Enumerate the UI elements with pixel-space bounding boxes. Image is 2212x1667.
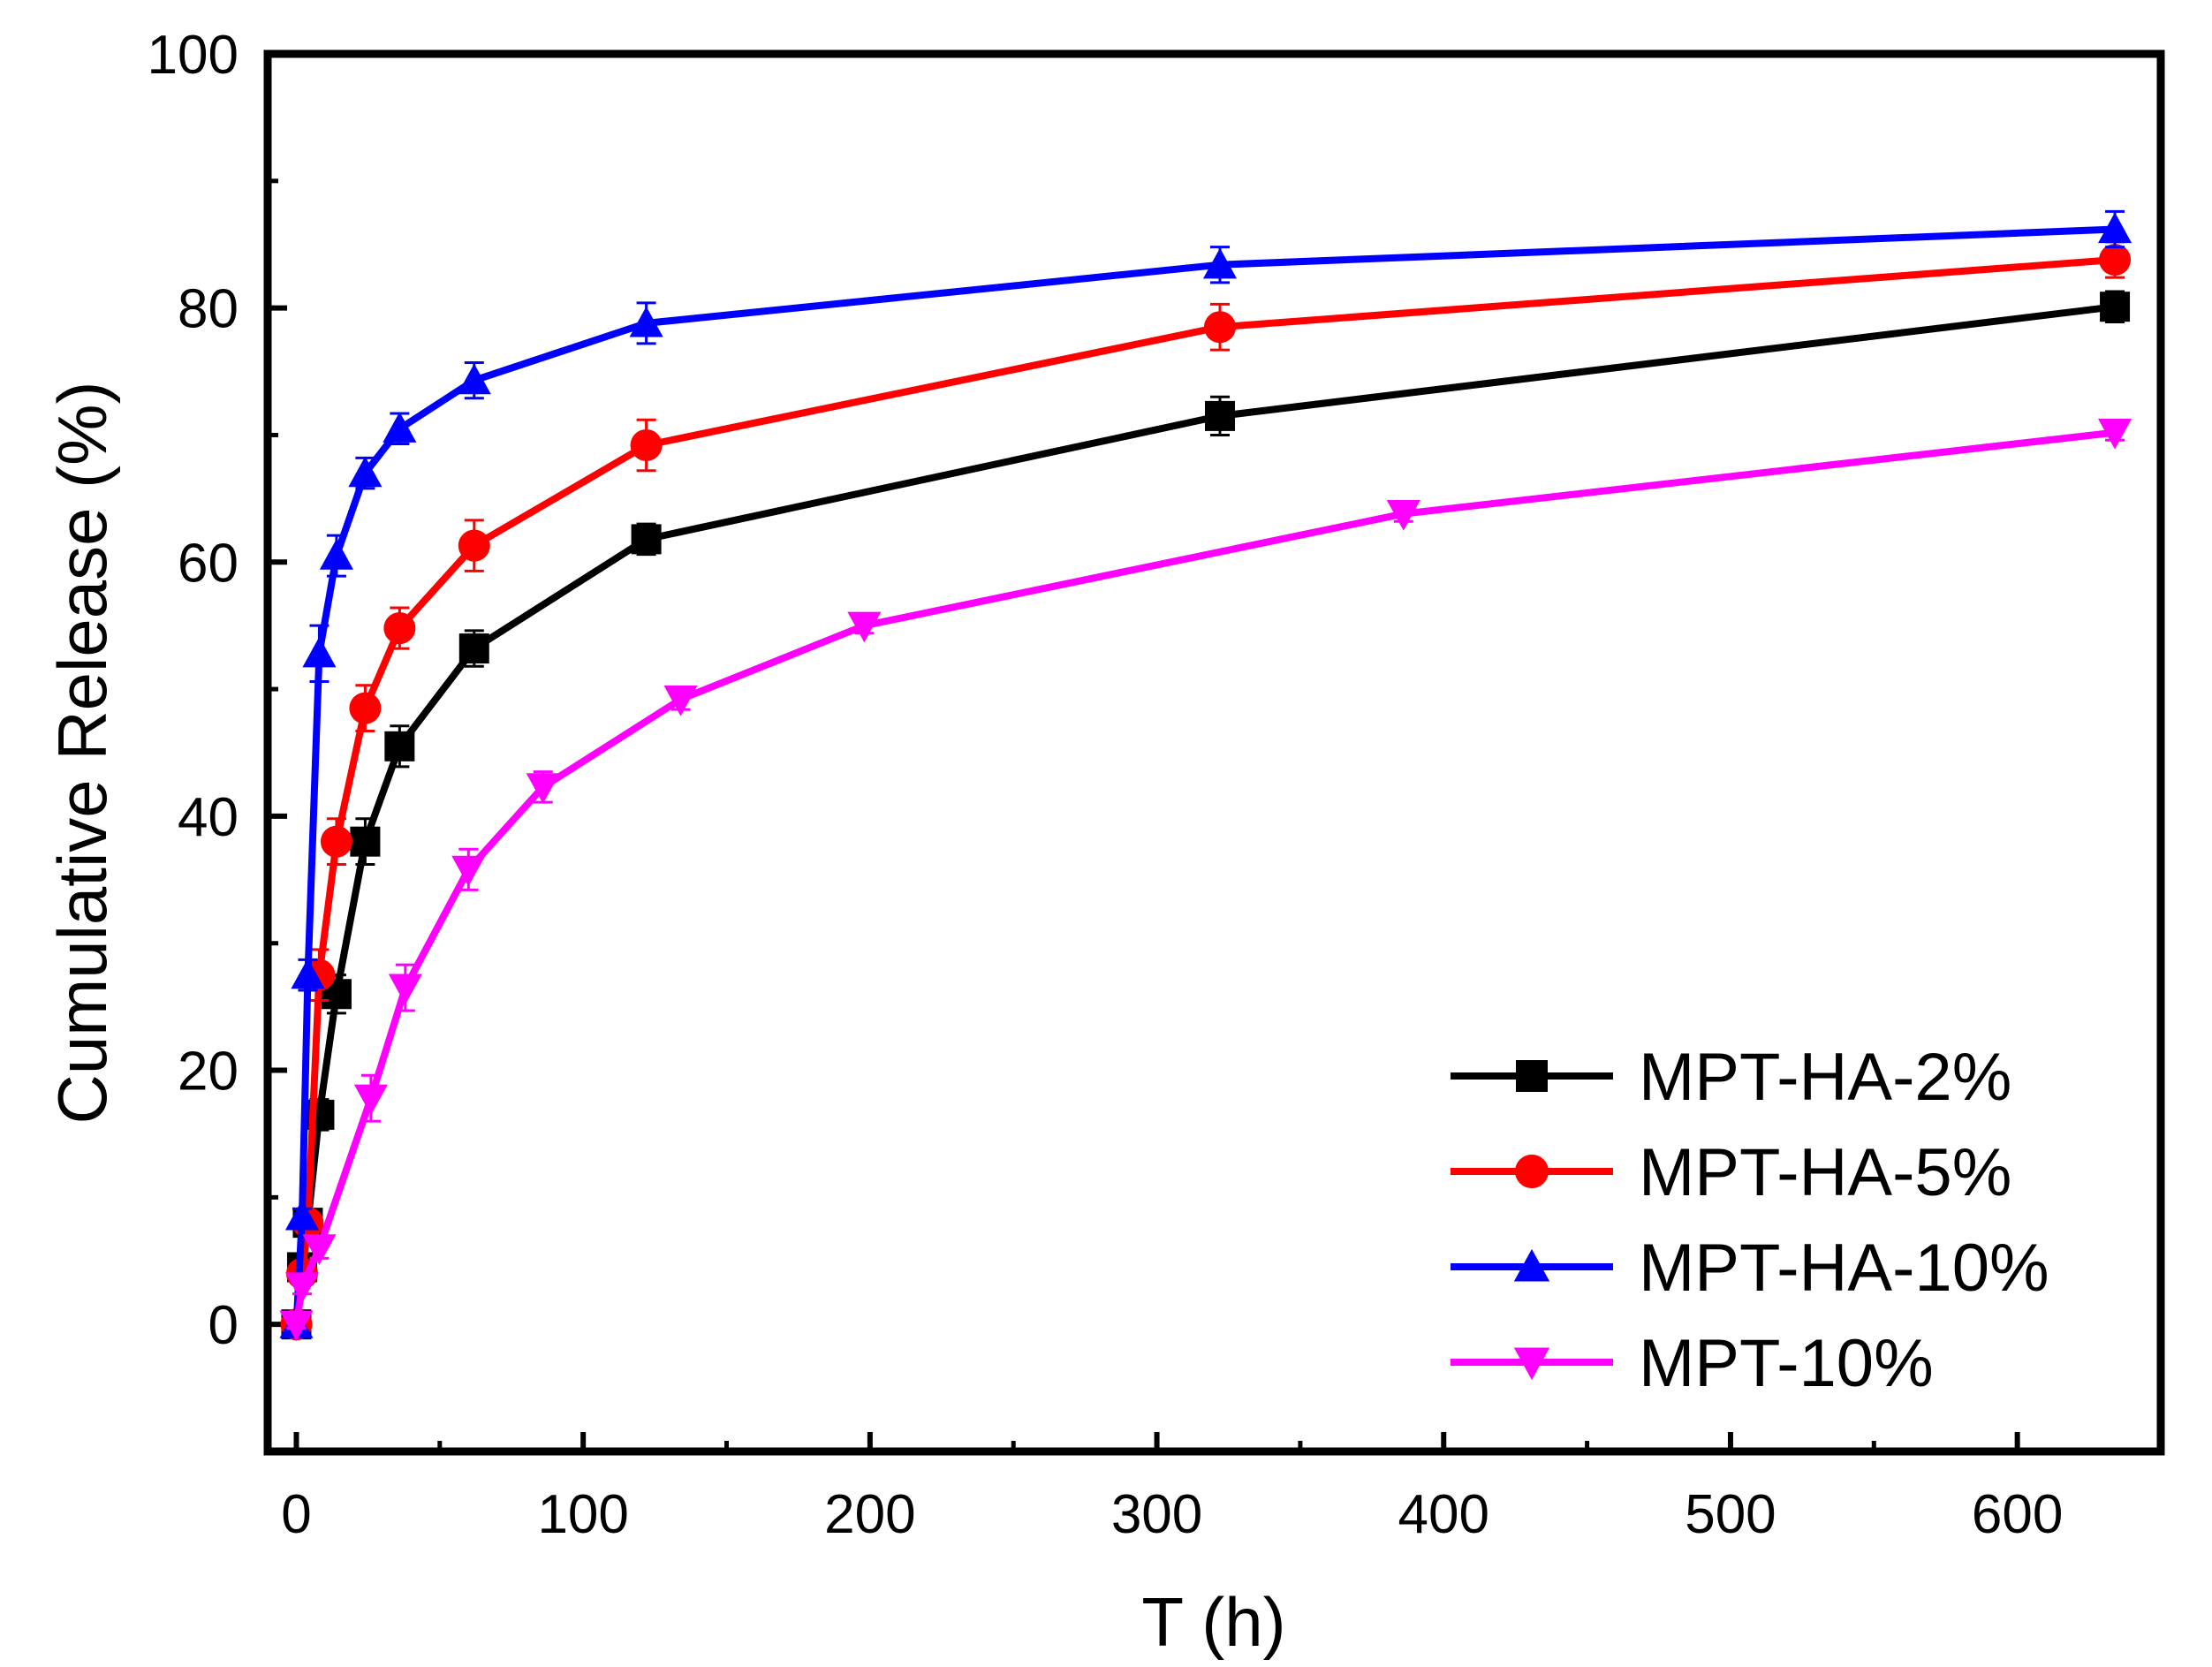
- data-point: [457, 363, 491, 395]
- data-point: [284, 1199, 320, 1231]
- data-point: [458, 529, 490, 562]
- plot-frame: [263, 49, 2165, 1456]
- series-mpt-10pct: [279, 418, 2132, 1342]
- data-point: [451, 855, 486, 887]
- x-tick-label: 600: [1972, 1484, 2063, 1545]
- legend-item-mpt-10pct: MPT-10%: [1451, 1326, 1934, 1401]
- data-point: [663, 685, 698, 716]
- data-point: [284, 1272, 320, 1304]
- data-point: [1386, 500, 1420, 531]
- data-point: [388, 974, 422, 1005]
- x-tick-labels: 0 100 200 300 400 500 600: [281, 1484, 2063, 1545]
- y-tick-label: 40: [178, 787, 239, 848]
- y-tick-labels: 0 20 40 60 80 100: [148, 25, 239, 1356]
- data-point: [319, 539, 353, 570]
- legend: MPT-HA-2% MPT-HA-5% MPT-HA-10% MPT-10%: [1451, 1040, 2049, 1401]
- legend-marker: [1513, 1248, 1550, 1282]
- x-tick-label: 500: [1685, 1484, 1776, 1545]
- data-point: [353, 1084, 388, 1116]
- y-tick-label: 100: [148, 25, 239, 86]
- y-tick-label: 0: [208, 1295, 239, 1356]
- data-point: [1202, 247, 1238, 279]
- data-point: [384, 731, 415, 762]
- data-point: [1204, 400, 1235, 431]
- data-point: [320, 825, 352, 858]
- x-tick-label: 300: [1111, 1484, 1202, 1545]
- y-axis-title: Cumulative Release (%): [43, 382, 121, 1125]
- data-point: [383, 412, 417, 443]
- y-tick-label: 80: [178, 279, 239, 340]
- legend-label: MPT-HA-2%: [1639, 1040, 2011, 1115]
- data-point: [302, 636, 337, 668]
- x-tick-label: 400: [1398, 1484, 1489, 1545]
- y-tick-label: 60: [178, 533, 239, 594]
- data-point: [847, 611, 882, 643]
- y-tick-label: 20: [178, 1042, 239, 1102]
- x-tick-label: 100: [537, 1484, 628, 1545]
- data-point: [302, 1234, 337, 1265]
- data-point: [279, 1310, 314, 1342]
- legend-marker: [1514, 1154, 1549, 1189]
- data-point: [1203, 311, 1237, 344]
- data-point: [383, 612, 416, 645]
- legend-marker: [1513, 1347, 1550, 1381]
- legend-label: MPT-HA-10%: [1639, 1231, 2049, 1306]
- data-point: [526, 773, 560, 804]
- data-point: [630, 428, 663, 461]
- series-layer: [279, 209, 2132, 1342]
- data-point: [458, 633, 489, 664]
- x-axis-title: T (h): [1141, 1583, 1285, 1661]
- data-point: [629, 306, 663, 337]
- x-tick-label: 200: [824, 1484, 915, 1545]
- data-point: [2098, 418, 2132, 450]
- data-point: [2100, 292, 2131, 322]
- data-point: [631, 524, 662, 555]
- legend-label: MPT-HA-5%: [1639, 1135, 2011, 1210]
- data-point: [350, 826, 381, 857]
- data-point: [2098, 212, 2132, 244]
- x-tick-label: 0: [281, 1484, 311, 1545]
- data-point: [349, 692, 382, 724]
- legend-label: MPT-10%: [1639, 1326, 1934, 1401]
- legend-item-mpt-ha-5pct: MPT-HA-5%: [1451, 1135, 2011, 1210]
- data-point: [2099, 243, 2132, 277]
- data-point: [348, 456, 383, 488]
- data-point: [291, 958, 325, 989]
- legend-marker: [1516, 1060, 1548, 1092]
- legend-item-mpt-ha-10pct: MPT-HA-10%: [1451, 1231, 2049, 1306]
- legend-item-mpt-ha-2pct: MPT-HA-2%: [1451, 1040, 2011, 1115]
- data-point: [304, 1099, 335, 1130]
